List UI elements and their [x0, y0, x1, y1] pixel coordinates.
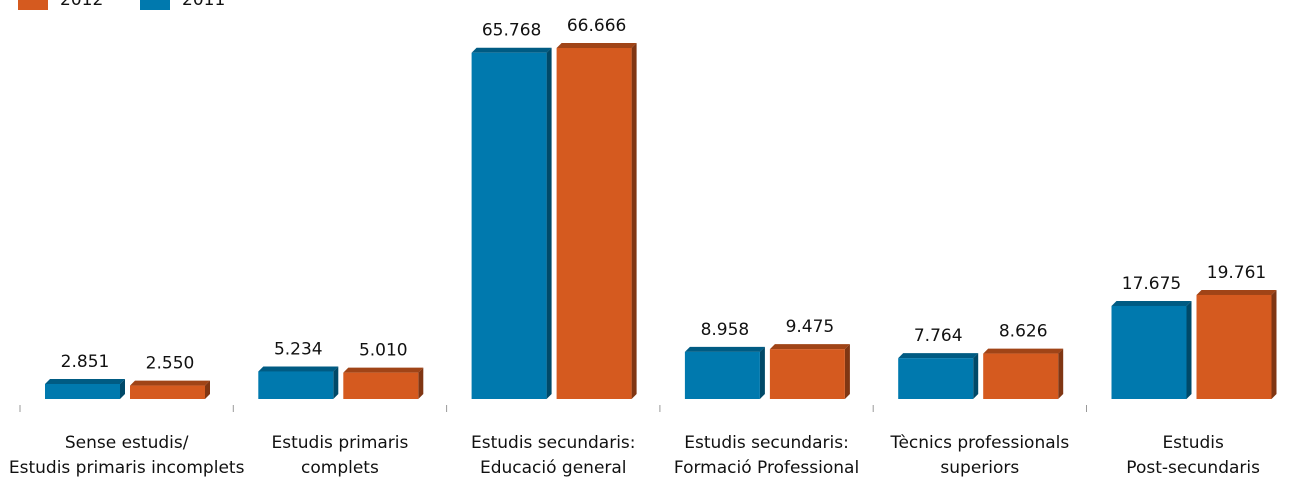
bar — [1111, 300, 1192, 399]
bar — [1196, 289, 1277, 399]
value-label: 8.958 — [701, 320, 750, 340]
x-tick-label: Estudis secundaris: — [684, 433, 849, 453]
bar — [684, 346, 765, 399]
value-label: 8.626 — [999, 322, 1048, 342]
bar — [471, 47, 552, 399]
x-tick-label: Tècnics professionals — [889, 433, 1069, 453]
x-tick-label: Estudis primaris — [272, 433, 409, 453]
bar — [769, 344, 850, 399]
bar — [258, 366, 339, 399]
value-label: 9.475 — [786, 317, 835, 337]
x-tick-label: superiors — [940, 458, 1019, 478]
value-label: 17.675 — [1122, 274, 1181, 294]
x-tick-label: complets — [301, 458, 379, 478]
x-tick-label: Post-secundaris — [1126, 458, 1260, 478]
value-label: 2.550 — [146, 354, 195, 374]
legend-label: 2012 — [60, 0, 103, 10]
legend-label: 2011 — [182, 0, 225, 10]
bar — [45, 378, 125, 399]
x-tick-label: Estudis secundaris: — [471, 433, 636, 453]
bar — [898, 353, 979, 399]
x-tick-label: Educació general — [480, 458, 627, 478]
value-label: 5.234 — [274, 339, 323, 359]
x-tick-label: Sense estudis/ — [65, 433, 189, 453]
bar — [130, 380, 210, 399]
bar — [556, 43, 637, 399]
value-label: 66.666 — [567, 16, 626, 36]
bar — [343, 367, 424, 399]
value-label: 19.761 — [1207, 263, 1266, 283]
value-label: 65.768 — [482, 21, 541, 41]
bar — [983, 348, 1064, 399]
value-label: 5.010 — [359, 341, 408, 361]
x-tick-label: Estudis primaris incomplets — [9, 458, 245, 478]
value-label: 2.851 — [61, 352, 110, 372]
value-label: 7.764 — [914, 326, 963, 346]
legend-swatch — [18, 0, 48, 10]
legend-swatch — [140, 0, 170, 10]
x-tick-label: Estudis — [1162, 433, 1224, 453]
x-tick-label: Formació Professional — [674, 458, 859, 478]
